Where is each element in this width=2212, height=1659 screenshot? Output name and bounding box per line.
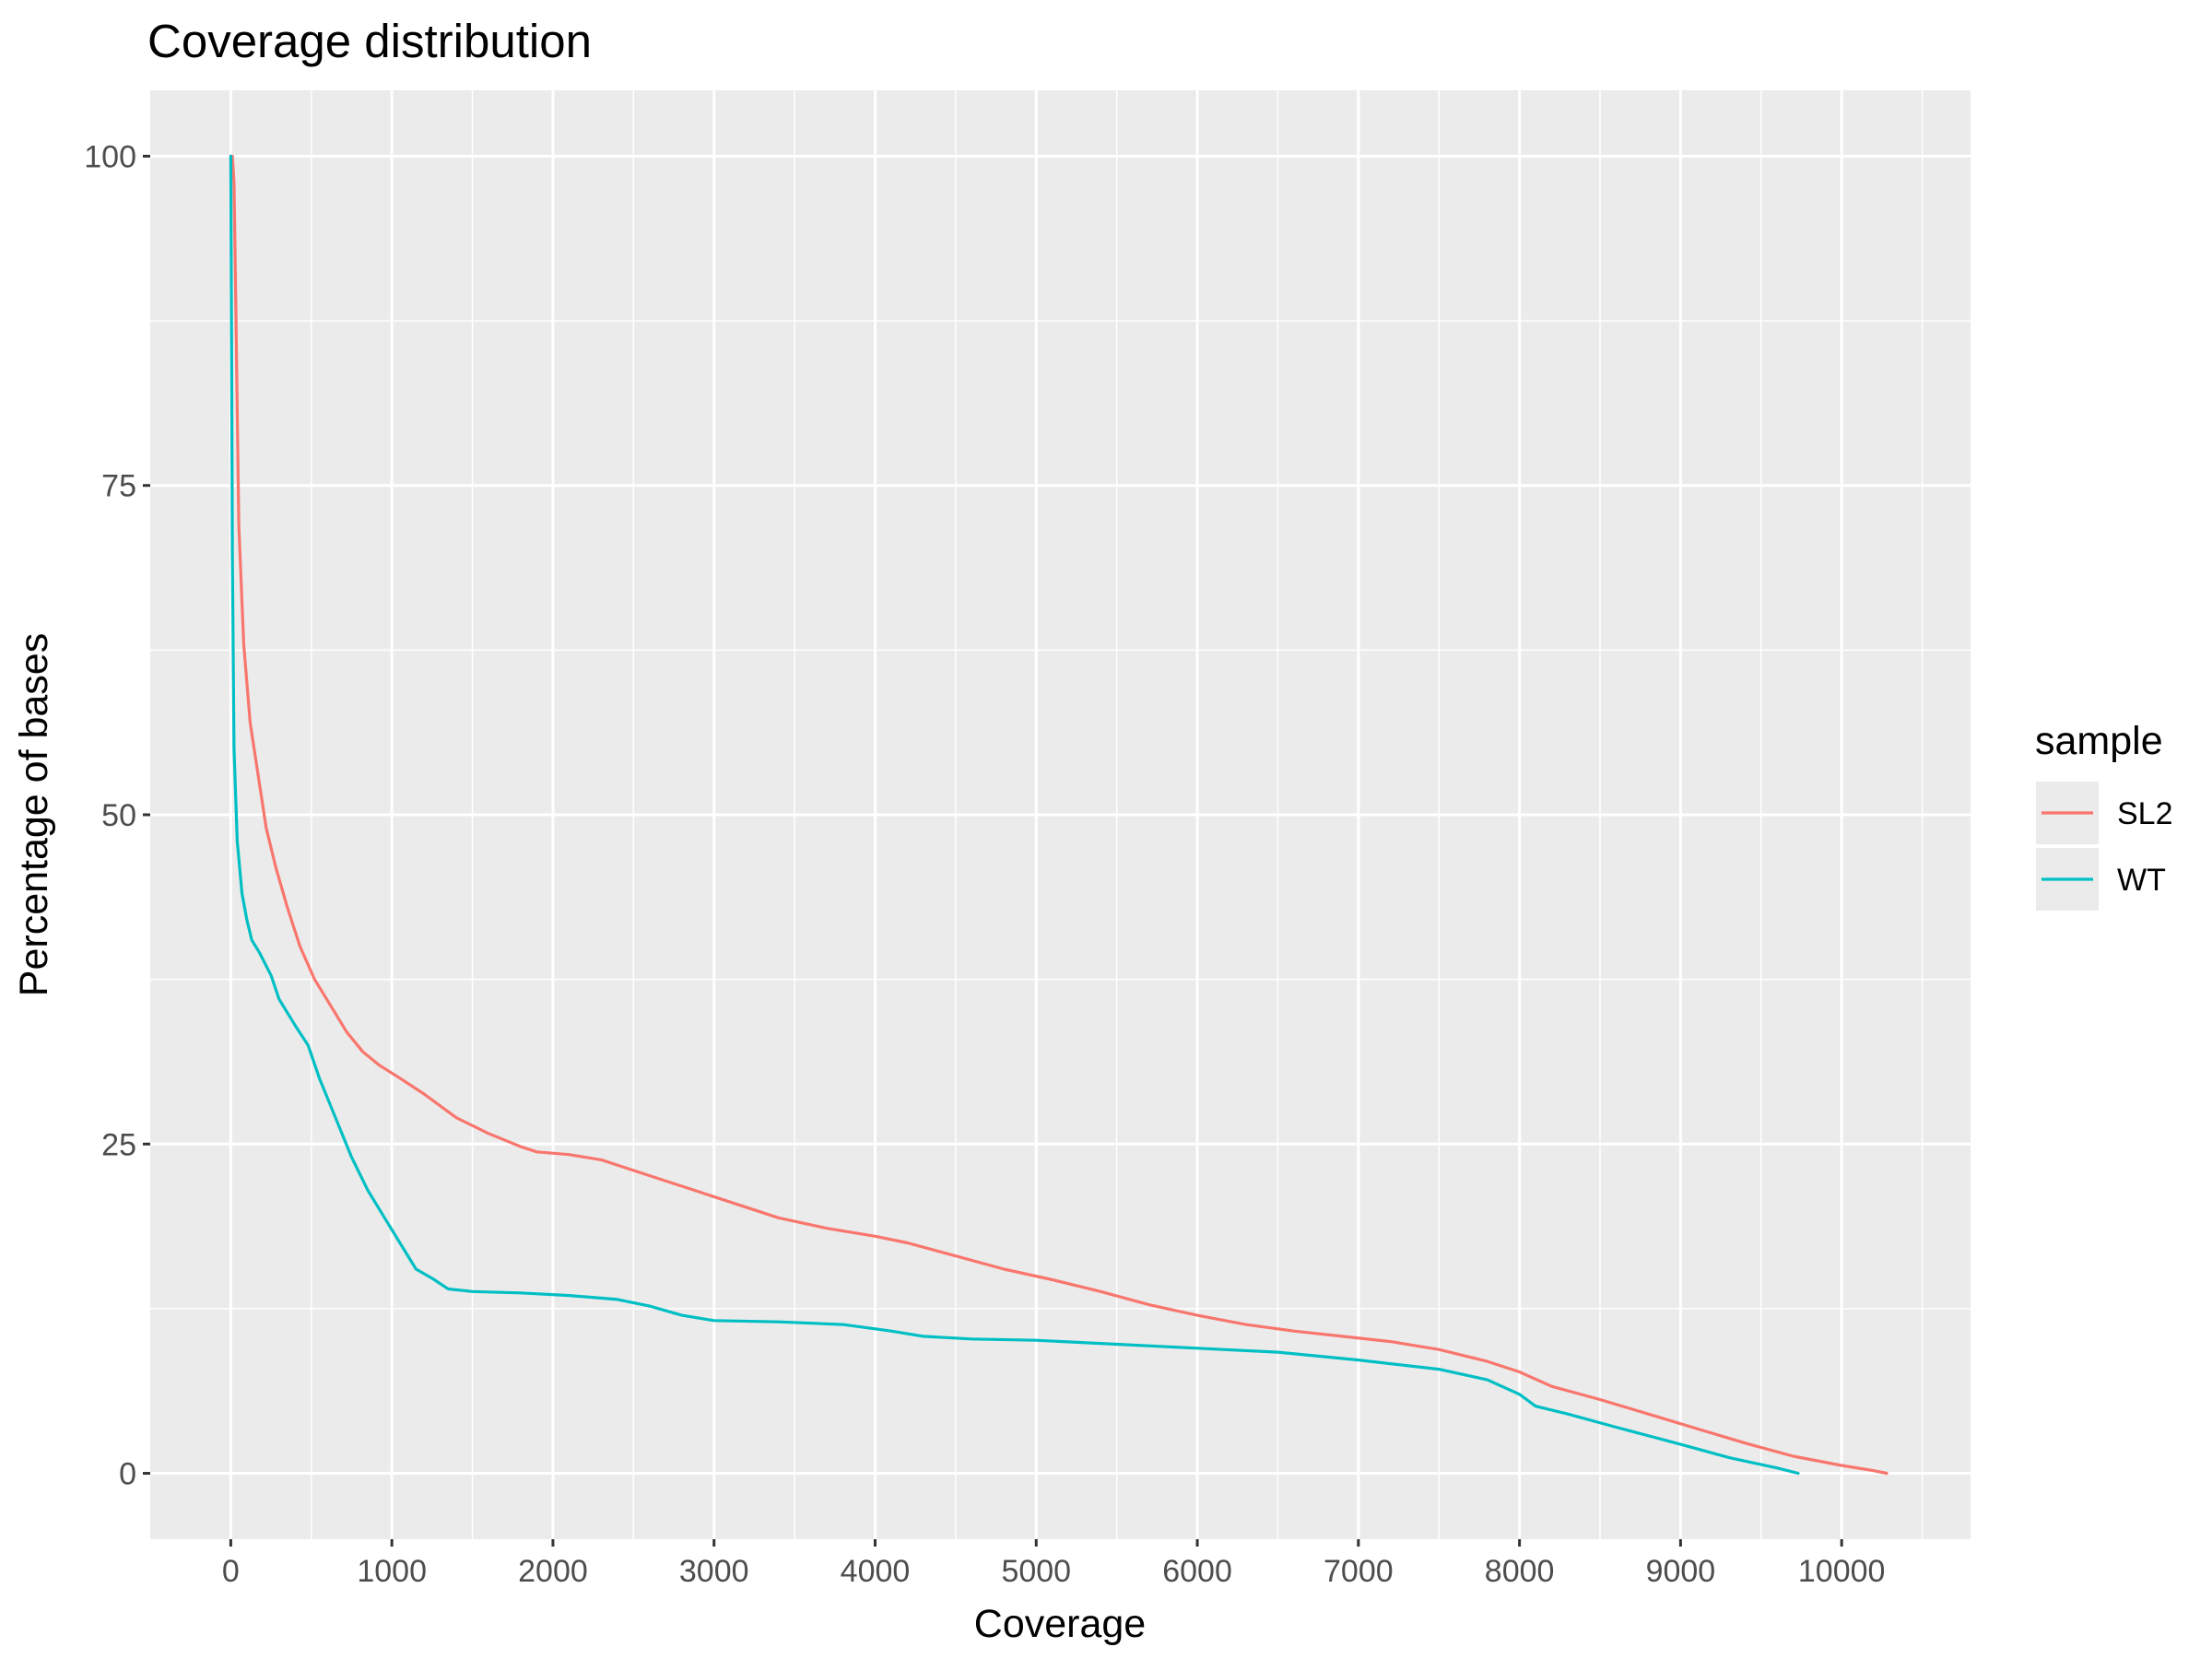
y-tick-label: 25 [101,1127,136,1162]
x-tick-label: 6000 [1162,1554,1232,1589]
legend-items: SL2 WT [2036,782,2173,911]
x-tick-label: 2000 [518,1554,588,1589]
y-axis-label: Percentage of bases [12,633,56,996]
x-tick-label: 8000 [1485,1554,1555,1589]
legend-label: WT [2117,863,2166,898]
x-tick-label: 1000 [357,1554,427,1589]
y-tick-label: 75 [101,469,136,504]
y-tick-label: 50 [101,798,136,833]
y-axis: 0 25 50 75 100 [84,139,150,1492]
y-tick-label: 100 [84,139,136,174]
x-axis-label: Coverage [974,1602,1146,1646]
series-line-sl2 [229,154,1888,1476]
x-tick-label: 3000 [679,1554,749,1589]
x-tick-label: 5000 [1001,1554,1071,1589]
series-line-wt [229,154,1800,1476]
x-axis: 0 1000 2000 3000 4000 5000 6000 7000 8000 9000 100… [222,1539,1886,1589]
x-tick-label: 9000 [1646,1554,1716,1589]
legend-label: SL2 [2117,796,2173,831]
series-lines [229,154,1888,1476]
legend-title: sample [2035,719,2163,763]
x-tick-label: 7000 [1324,1554,1394,1589]
legend: sample SL2 WT [2035,719,2173,911]
chart-title: Coverage distribution [147,15,592,67]
x-tick-label: 4000 [841,1554,911,1589]
x-tick-label: 0 [222,1554,240,1589]
y-tick-label: 0 [119,1457,136,1492]
x-tick-label: 10000 [1798,1554,1886,1589]
